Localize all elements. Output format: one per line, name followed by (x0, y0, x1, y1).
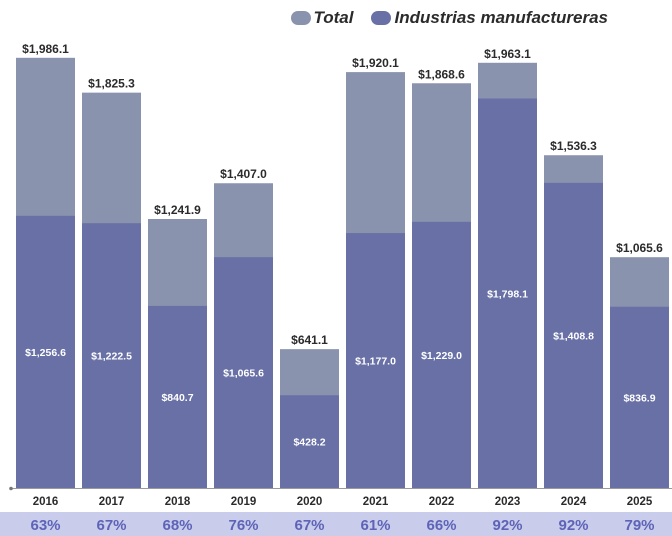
x-tick-label-2025: 2025 (627, 496, 653, 508)
x-tick-label-2023: 2023 (495, 496, 521, 508)
data-label-total-2020: $641.1 (291, 333, 328, 347)
legend-swatch-total (290, 11, 311, 25)
data-label-total-2016: $1,986.1 (22, 42, 69, 56)
data-label-total-2022: $1,868.6 (418, 67, 465, 81)
bar-manufacturing-2016 (16, 215, 75, 488)
legend-label-total: Total (313, 8, 354, 27)
x-tick-label-2017: 2017 (99, 496, 125, 508)
bar-manufacturing-2025 (610, 306, 669, 488)
bar-manufacturing-2022 (412, 221, 471, 489)
x-tick-label-2022: 2022 (429, 496, 455, 508)
bar-manufacturing-2018 (148, 305, 207, 488)
share-band (0, 512, 672, 536)
data-label-manufacturing-2022: $1,229.0 (421, 350, 462, 362)
data-label-manufacturing-2018: $840.7 (161, 392, 193, 404)
x-tick-label-2019: 2019 (231, 496, 257, 508)
data-label-manufacturing-2017: $1,222.5 (91, 351, 132, 363)
bar-manufacturing-2024 (544, 182, 603, 488)
data-label-total-2018: $1,241.9 (154, 203, 201, 217)
share-label-2016: 63% (30, 517, 60, 534)
bar-manufacturing-2023 (478, 98, 537, 488)
share-label-2020: 67% (294, 517, 324, 534)
share-label-2018: 68% (162, 517, 192, 534)
data-label-manufacturing-2023: $1,798.1 (487, 288, 528, 300)
x-tick-label-2021: 2021 (363, 496, 389, 508)
data-label-manufacturing-2021: $1,177.0 (355, 356, 396, 368)
data-label-total-2025: $1,065.6 (616, 241, 663, 255)
data-label-total-2021: $1,920.1 (352, 56, 399, 70)
bar-manufacturing-2019 (214, 257, 273, 488)
legend-label-manufacturing: Industrias manufactureras (394, 8, 608, 27)
data-label-manufacturing-2016: $1,256.6 (25, 347, 66, 359)
share-label-2017: 67% (96, 517, 126, 534)
share-label-2019: 76% (228, 517, 258, 534)
x-tick-label-2020: 2020 (297, 496, 323, 508)
legend-item-total: Total (290, 8, 354, 28)
x-tick-label-2024: 2024 (561, 496, 587, 508)
x-tick-label-2018: 2018 (165, 496, 191, 508)
share-label-2024: 92% (558, 517, 588, 534)
x-tick-label-2016: 2016 (33, 496, 59, 508)
data-label-manufacturing-2024: $1,408.8 (553, 330, 594, 342)
data-label-manufacturing-2025: $836.9 (623, 392, 655, 404)
legend: Total Industrias manufactureras (290, 8, 608, 28)
legend-item-manufacturing: Industrias manufactureras (371, 8, 608, 28)
data-label-manufacturing-2019: $1,065.6 (223, 368, 264, 380)
x-axis-origin-dot (9, 486, 13, 491)
legend-swatch-manufacturing (371, 11, 392, 25)
data-label-total-2019: $1,407.0 (220, 167, 267, 181)
bar-manufacturing-2017 (82, 223, 141, 489)
data-label-total-2017: $1,825.3 (88, 77, 135, 91)
bar-manufacturing-2021 (346, 233, 405, 488)
share-label-2022: 66% (426, 517, 456, 534)
share-label-2023: 92% (492, 517, 522, 534)
share-label-2021: 61% (360, 517, 390, 534)
bar-manufacturing-2020 (280, 395, 339, 488)
data-label-total-2024: $1,536.3 (550, 139, 597, 153)
data-label-total-2023: $1,963.1 (484, 47, 531, 61)
share-label-2025: 79% (624, 517, 654, 534)
data-label-manufacturing-2020: $428.2 (293, 437, 325, 449)
